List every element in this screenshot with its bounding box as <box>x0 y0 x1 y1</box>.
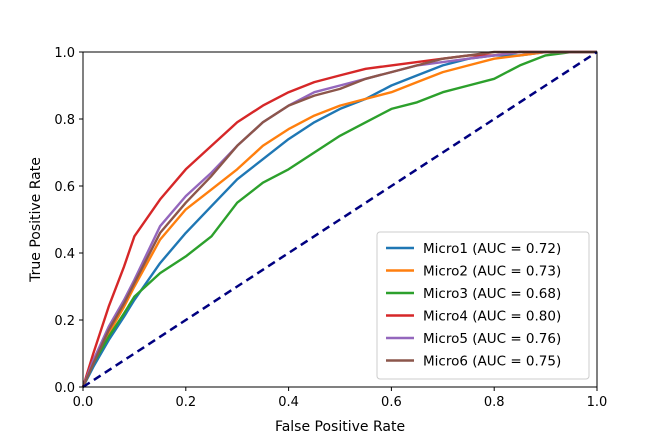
ticks-layer: 0.0 0.2 0.4 0.6 0.8 1.0 0.0 0.2 0.4 0.6 0.8 1.0 <box>54 46 607 410</box>
y-tick-label: 1.0 <box>54 46 75 61</box>
series-line-micro5 <box>81 50 597 388</box>
y-tick-label: 0.6 <box>54 180 75 195</box>
plot-frame <box>82 51 598 388</box>
legend-label-micro5: Micro5 (AUC = 0.76) <box>423 331 561 347</box>
y-tick-label: 0.8 <box>54 113 75 128</box>
reference-diagonal-line <box>82 50 598 389</box>
y-tick-label: 0.4 <box>54 247 75 262</box>
series-layer <box>81 50 598 389</box>
y-tick-label: 0.2 <box>54 314 75 329</box>
x-tick-label: 0.8 <box>484 395 505 410</box>
legend-label-micro4: Micro4 (AUC = 0.80) <box>423 309 561 325</box>
legend-label-micro1: Micro1 (AUC = 0.72) <box>423 241 561 257</box>
y-axis-label: True Positive Rate <box>28 157 44 283</box>
legend-label-micro3: Micro3 (AUC = 0.68) <box>423 286 561 302</box>
x-axis-label: False Positive Rate <box>275 419 405 435</box>
series-line-micro3 <box>81 50 597 388</box>
x-tick-label: 0.0 <box>73 395 94 410</box>
x-tick-label: 0.4 <box>278 395 299 410</box>
series-line-micro2 <box>81 50 597 388</box>
legend-box <box>376 231 590 380</box>
x-tick-label: 0.2 <box>175 395 196 410</box>
legend-label-micro6: Micro6 (AUC = 0.75) <box>423 354 561 370</box>
legend: Micro1 (AUC = 0.72) Micro2 (AUC = 0.73) Mi… <box>376 231 590 380</box>
y-tick-label: 0.0 <box>54 381 75 396</box>
x-tick-label: 1.0 <box>587 395 608 410</box>
x-tick-label: 0.6 <box>381 395 402 410</box>
legend-label-micro2: Micro2 (AUC = 0.73) <box>423 264 561 280</box>
